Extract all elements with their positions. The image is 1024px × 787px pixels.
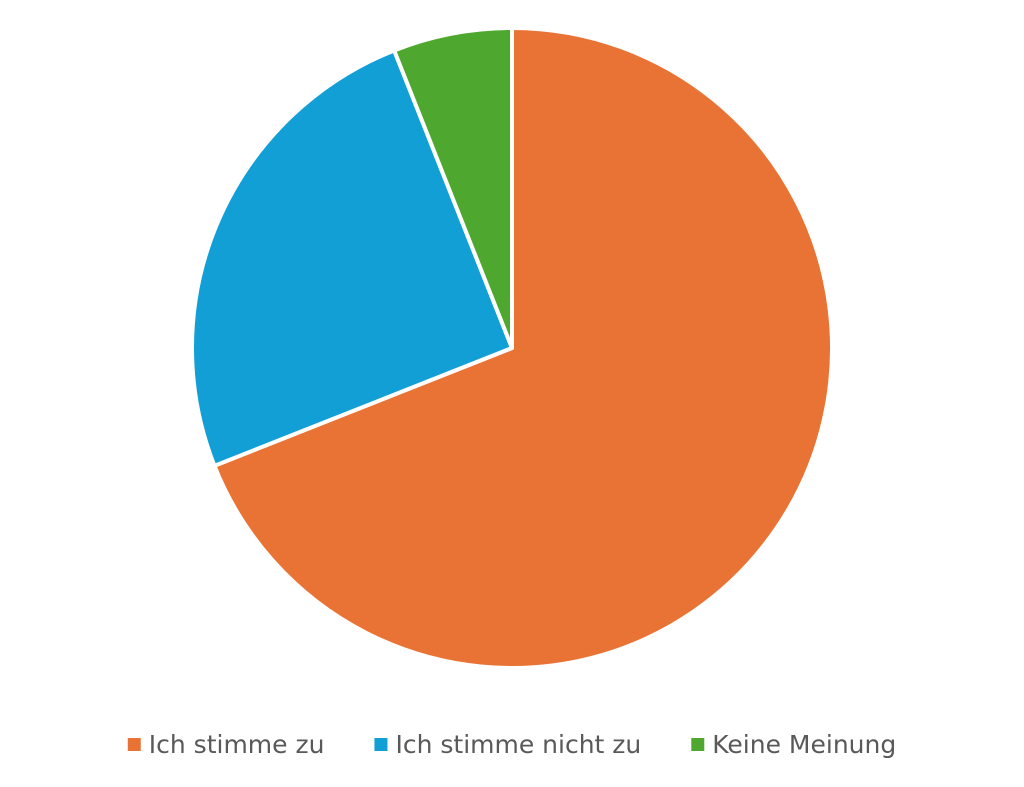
legend-label: Ich stimme zu [149,730,325,759]
slice [392,26,514,350]
legend-label: Ich stimme nicht zu [395,730,641,759]
legend-swatch [374,738,388,751]
pie [190,26,834,670]
legend-swatch [691,738,705,751]
slice [212,26,834,670]
legend-label: Keine Meinung [712,730,896,759]
legend-swatch [127,738,141,751]
slice [190,48,514,468]
legend: Ich stimme zu Ich stimme nicht zu Keine Me… [127,730,896,759]
